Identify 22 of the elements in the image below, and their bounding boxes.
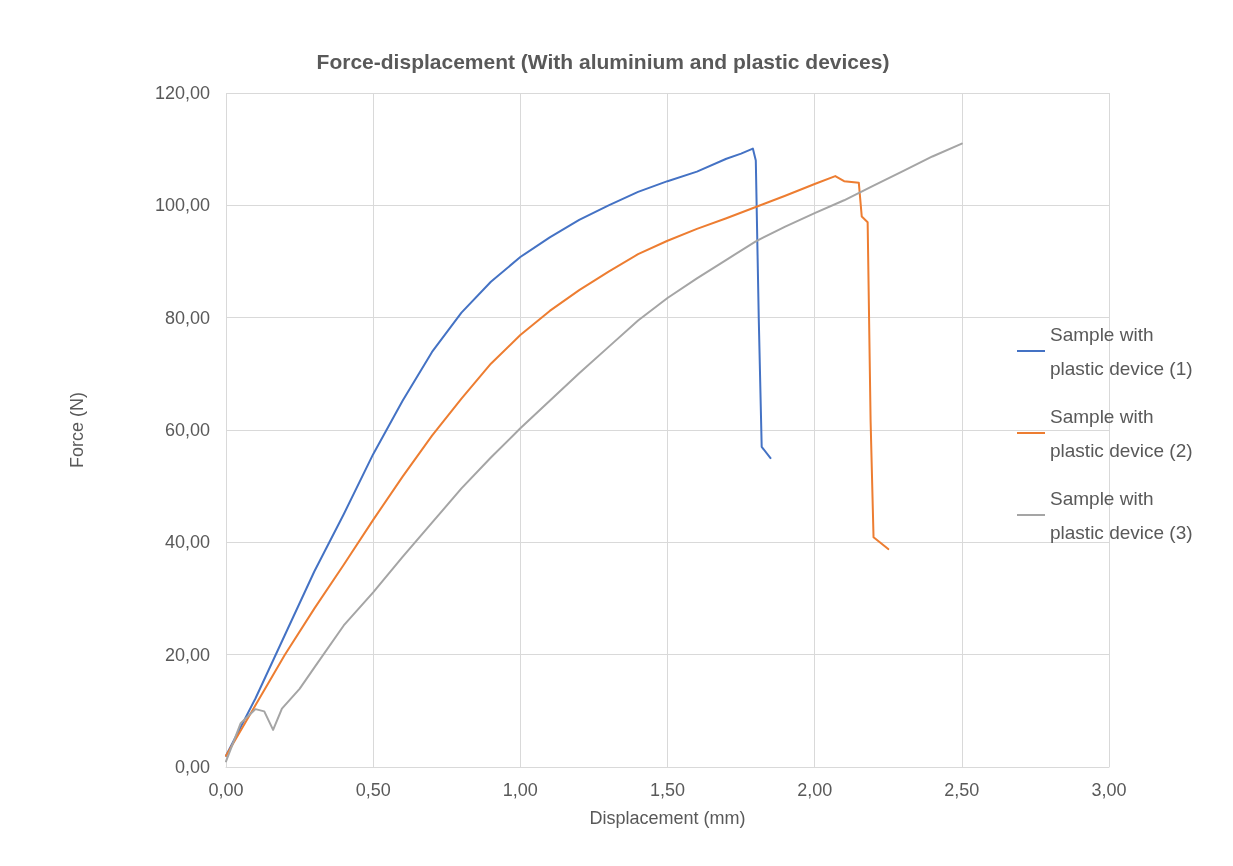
chart-title: Force-displacement (With aluminium and plastic devices) xyxy=(316,50,890,73)
x-tick-label: 2,50 xyxy=(944,780,980,800)
x-tick-label: 1,50 xyxy=(649,780,686,800)
y-tick-label: 80,00 xyxy=(164,307,210,328)
x-tick-label: 0,50 xyxy=(355,780,391,800)
x-axis-title: Displacement (mm) xyxy=(589,808,746,828)
x-tick-label: 0,00 xyxy=(208,780,244,800)
legend-label: Sample with plastic device (2) xyxy=(1050,405,1193,461)
x-tick-label: 2,00 xyxy=(797,780,833,800)
y-tick-label: 40,00 xyxy=(164,532,210,553)
y-tick-label: 20,00 xyxy=(164,644,210,665)
y-tick-label: 120,00 xyxy=(154,83,210,103)
line-series xyxy=(225,175,890,757)
x-tick-label: 1,00 xyxy=(502,780,538,800)
y-tick-label: 100,00 xyxy=(154,195,210,216)
x-tick-label: 3,00 xyxy=(1091,780,1127,800)
y-tick-label: 0,00 xyxy=(174,757,210,777)
legend-label: Sample with plastic device (1) xyxy=(1050,323,1193,379)
legend-label: Sample with plastic device (3) xyxy=(1050,487,1193,543)
y-axis-title: Force (N) xyxy=(67,392,87,468)
line-series xyxy=(225,142,963,763)
y-tick-label: 60,00 xyxy=(164,420,210,440)
